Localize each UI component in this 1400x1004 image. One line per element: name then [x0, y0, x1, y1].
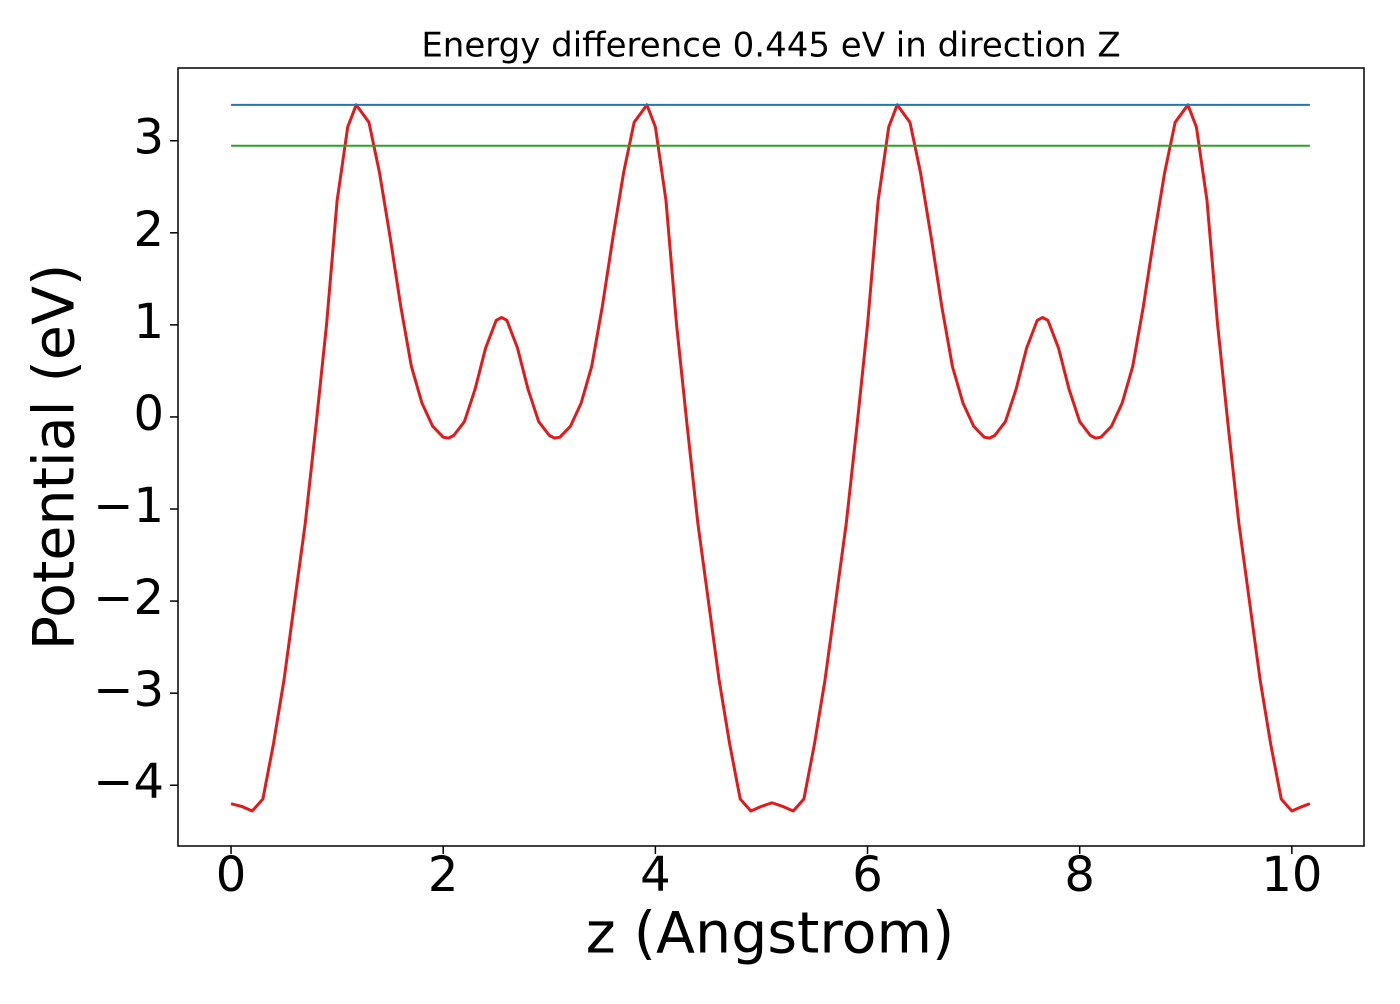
- y-tick-label: −4: [93, 754, 164, 810]
- x-tick-label: 6: [852, 847, 883, 903]
- x-tick-label: 4: [640, 847, 671, 903]
- y-tick-label: −2: [93, 570, 164, 626]
- chart-title: Energy difference 0.445 eV in direction …: [421, 26, 1120, 66]
- x-axis-label: z (Angstrom): [586, 901, 954, 967]
- y-tick-label: 2: [133, 202, 164, 258]
- y-axis-label: Potential (eV): [22, 264, 88, 650]
- x-tick-label: 8: [1064, 847, 1095, 903]
- y-tick-label: 1: [133, 294, 164, 350]
- x-tick-label: 2: [428, 847, 459, 903]
- x-tick-label: 10: [1261, 847, 1322, 903]
- x-tick-label: 0: [216, 847, 247, 903]
- y-tick-label: 0: [133, 386, 164, 442]
- line-series: [230, 103, 1311, 813]
- y-tick-label: −3: [93, 662, 164, 718]
- y-tick-label: 3: [133, 110, 164, 166]
- y-tick-label: −1: [93, 478, 164, 534]
- plot-frame: [177, 67, 1365, 847]
